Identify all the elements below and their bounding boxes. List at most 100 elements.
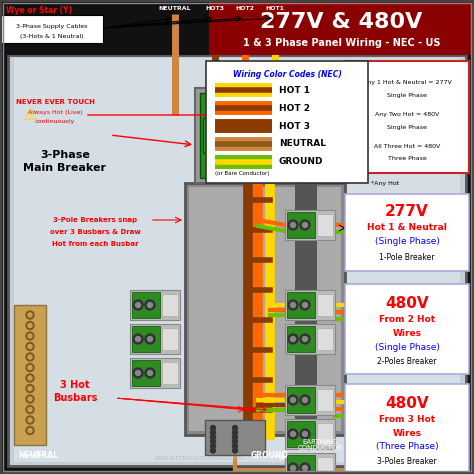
- Bar: [247, 93, 295, 178]
- Circle shape: [28, 345, 32, 348]
- Circle shape: [26, 353, 34, 361]
- Text: (or Bare Conductor): (or Bare Conductor): [215, 172, 269, 176]
- Circle shape: [145, 334, 155, 344]
- Circle shape: [26, 321, 34, 329]
- Circle shape: [28, 397, 32, 401]
- Circle shape: [147, 302, 153, 308]
- Bar: [287, 326, 315, 352]
- Text: Hot 1 & Neutral: Hot 1 & Neutral: [367, 222, 447, 231]
- Text: From 2 Hot: From 2 Hot: [379, 315, 435, 323]
- Circle shape: [28, 313, 32, 317]
- Circle shape: [26, 427, 34, 435]
- Bar: [285, 324, 335, 354]
- Text: 277V & 480V: 277V & 480V: [260, 12, 422, 32]
- FancyBboxPatch shape: [345, 194, 469, 271]
- Text: 1 & 3 Phase Panel Wiring - NEC - US: 1 & 3 Phase Panel Wiring - NEC - US: [243, 38, 440, 48]
- Bar: [287, 212, 315, 238]
- Text: Any 1 Hot & Neutral = 277V: Any 1 Hot & Neutral = 277V: [363, 80, 451, 84]
- Bar: [132, 360, 160, 386]
- Circle shape: [272, 90, 278, 96]
- Circle shape: [147, 337, 153, 341]
- Circle shape: [26, 384, 34, 392]
- Bar: [295, 183, 317, 435]
- Circle shape: [136, 337, 140, 341]
- Circle shape: [209, 87, 221, 99]
- Circle shape: [210, 444, 216, 448]
- Circle shape: [28, 386, 32, 391]
- Circle shape: [291, 398, 295, 402]
- Circle shape: [28, 334, 32, 338]
- Circle shape: [26, 416, 34, 424]
- Circle shape: [210, 426, 216, 430]
- FancyBboxPatch shape: [345, 61, 469, 173]
- Text: EARTHING
CONDUCTOR: EARTHING CONDUCTOR: [298, 438, 342, 452]
- Circle shape: [26, 374, 34, 382]
- Circle shape: [28, 408, 32, 411]
- Bar: [285, 210, 335, 240]
- Circle shape: [291, 222, 295, 228]
- Text: GROUND ROD: GROUND ROD: [390, 450, 449, 459]
- Text: WWW.ELECTRICALTECHNOLOGY.ROG: WWW.ELECTRICALTECHNOLOGY.ROG: [155, 456, 245, 461]
- Circle shape: [288, 463, 298, 473]
- Text: Main Breaker: Main Breaker: [24, 163, 107, 173]
- Circle shape: [302, 302, 308, 308]
- Circle shape: [233, 444, 237, 448]
- Circle shape: [300, 300, 310, 310]
- Text: Hot from each Busbar: Hot from each Busbar: [52, 241, 138, 247]
- Circle shape: [26, 343, 34, 350]
- Text: HOT 1: HOT 1: [279, 85, 310, 94]
- Circle shape: [133, 368, 143, 378]
- Text: 3-Poles Breaker: 3-Poles Breaker: [377, 456, 437, 465]
- Circle shape: [26, 332, 34, 340]
- Circle shape: [300, 429, 310, 439]
- Text: HOT 2: HOT 2: [279, 103, 310, 112]
- Circle shape: [212, 90, 218, 96]
- Circle shape: [145, 300, 155, 310]
- Circle shape: [233, 439, 237, 444]
- Bar: [162, 328, 178, 350]
- Circle shape: [242, 90, 248, 96]
- Text: continuously: continuously: [35, 118, 75, 124]
- Text: NEUTRAL: NEUTRAL: [18, 450, 58, 459]
- Bar: [287, 455, 315, 474]
- Bar: [162, 362, 178, 384]
- Text: GROUND: GROUND: [279, 157, 323, 166]
- Circle shape: [145, 368, 155, 378]
- Bar: [205, 420, 265, 455]
- Circle shape: [136, 371, 140, 375]
- Circle shape: [288, 300, 298, 310]
- Bar: [189, 187, 341, 431]
- Bar: [130, 358, 180, 388]
- Bar: [287, 387, 315, 413]
- Text: 2-Poles Breaker: 2-Poles Breaker: [377, 356, 437, 365]
- Circle shape: [288, 395, 298, 405]
- Text: 3-Phase Supply Cables: 3-Phase Supply Cables: [16, 24, 88, 28]
- Bar: [317, 457, 333, 474]
- Bar: [14, 58, 460, 462]
- Text: over 3 Busbars & Draw: over 3 Busbars & Draw: [50, 229, 140, 235]
- Text: (Three Phase): (Three Phase): [376, 443, 438, 452]
- Circle shape: [300, 334, 310, 344]
- Text: Wiring Color Codes (NEC): Wiring Color Codes (NEC): [233, 70, 341, 79]
- Circle shape: [28, 355, 32, 359]
- Bar: [317, 294, 333, 316]
- Text: From 3 Hot: From 3 Hot: [379, 414, 435, 423]
- Circle shape: [233, 435, 237, 439]
- Circle shape: [210, 430, 216, 435]
- Circle shape: [26, 405, 34, 413]
- Text: Any Two Hot = 480V: Any Two Hot = 480V: [375, 111, 439, 117]
- Bar: [285, 385, 335, 415]
- Circle shape: [302, 222, 308, 228]
- Circle shape: [28, 418, 32, 422]
- Text: GROUND: GROUND: [251, 450, 289, 459]
- Text: }: }: [345, 393, 361, 417]
- Circle shape: [26, 364, 34, 372]
- Circle shape: [288, 334, 298, 344]
- Text: HOT2: HOT2: [236, 6, 255, 10]
- Circle shape: [288, 429, 298, 439]
- FancyBboxPatch shape: [345, 284, 469, 374]
- Text: Busbars: Busbars: [53, 393, 97, 403]
- Bar: [130, 324, 180, 354]
- Circle shape: [302, 431, 308, 437]
- Text: HOT 3: HOT 3: [279, 121, 310, 130]
